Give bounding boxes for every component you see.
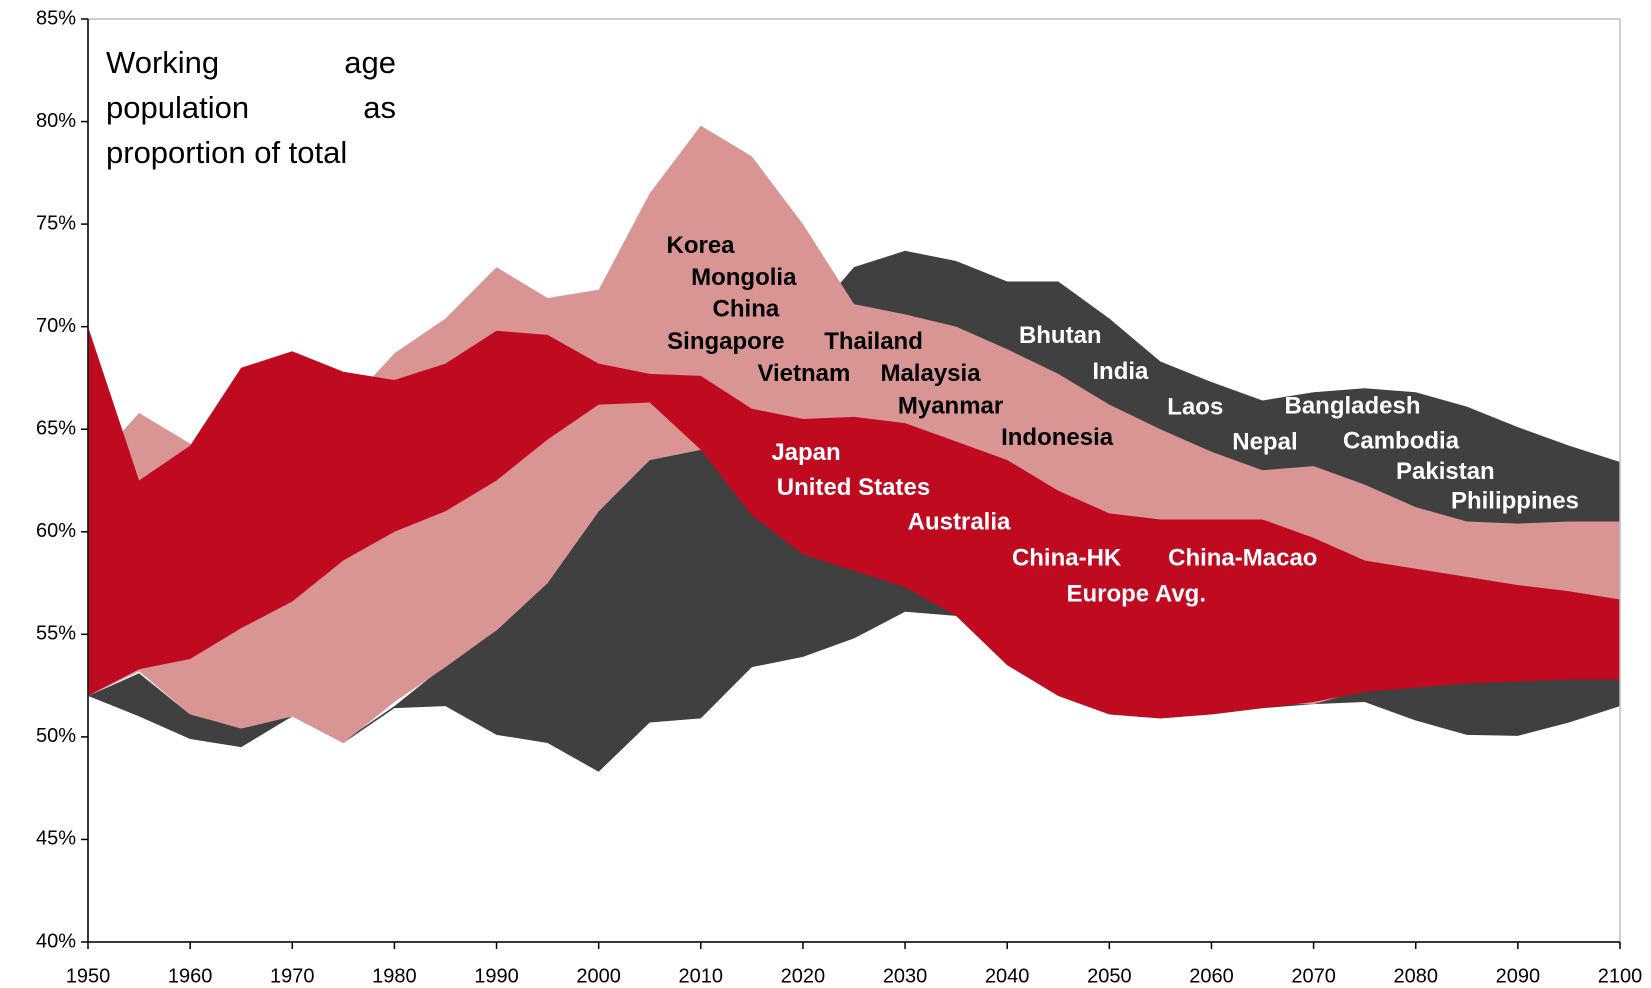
annotation: China-HK bbox=[1012, 544, 1122, 571]
y-tick-label: 70% bbox=[36, 315, 76, 337]
range-area bbox=[88, 326, 1620, 719]
annotation: Philippines bbox=[1451, 488, 1579, 515]
annotation: Korea bbox=[667, 232, 736, 259]
x-tick-label: 2070 bbox=[1291, 965, 1336, 987]
annotation: Nepal bbox=[1232, 428, 1297, 455]
y-tick-label: 85% bbox=[36, 7, 76, 29]
x-tick-label: 2050 bbox=[1087, 965, 1132, 987]
annotation: Japan bbox=[771, 439, 840, 466]
annotation: Cambodia bbox=[1343, 427, 1460, 454]
y-tick-label: 45% bbox=[36, 828, 76, 850]
annotation: Laos bbox=[1167, 394, 1223, 421]
x-tick-label: 1990 bbox=[474, 965, 519, 987]
annotation: China bbox=[713, 296, 780, 323]
annotation: Malaysia bbox=[880, 360, 981, 387]
y-tick-label: 40% bbox=[36, 930, 76, 952]
annotation: Australia bbox=[908, 509, 1011, 536]
annotation: China-Macao bbox=[1168, 544, 1317, 571]
x-tick-label: 2040 bbox=[985, 965, 1030, 987]
annotation: Singapore bbox=[667, 328, 784, 355]
x-tick-label: 2010 bbox=[679, 965, 724, 987]
annotation: Europe Avg. bbox=[1066, 580, 1206, 607]
y-tick-label: 65% bbox=[36, 418, 76, 440]
annotation: Bangladesh bbox=[1284, 393, 1420, 420]
annotation: Bhutan bbox=[1019, 322, 1102, 349]
x-tick-label: 2100 bbox=[1598, 965, 1643, 987]
y-tick-label: 75% bbox=[36, 212, 76, 234]
annotation: United States bbox=[777, 474, 930, 501]
x-tick-label: 1960 bbox=[168, 965, 213, 987]
y-tick-label: 55% bbox=[36, 623, 76, 645]
x-tick-label: 1950 bbox=[66, 965, 111, 987]
chart-title: Working age population as proportion of … bbox=[106, 45, 396, 170]
x-tick-label: 1970 bbox=[270, 965, 315, 987]
x-tick-label: 2030 bbox=[883, 965, 928, 987]
annotation: Thailand bbox=[824, 328, 923, 355]
y-tick-label: 50% bbox=[36, 725, 76, 747]
annotation: Myanmar bbox=[898, 393, 1003, 420]
annotation: Vietnam bbox=[757, 360, 850, 387]
y-tick-label: 80% bbox=[36, 110, 76, 132]
x-tick-label: 2020 bbox=[781, 965, 826, 987]
x-tick-label: 2090 bbox=[1496, 965, 1541, 987]
annotation: Mongolia bbox=[691, 264, 797, 291]
annotation: Indonesia bbox=[1001, 424, 1114, 451]
x-tick-label: 2080 bbox=[1393, 965, 1438, 987]
x-tick-label: 2000 bbox=[576, 965, 621, 987]
x-tick-label: 2060 bbox=[1189, 965, 1234, 987]
x-tick-label: 1980 bbox=[372, 965, 417, 987]
annotation: Pakistan bbox=[1396, 458, 1495, 485]
annotation: India bbox=[1092, 358, 1149, 385]
y-tick-label: 60% bbox=[36, 520, 76, 542]
